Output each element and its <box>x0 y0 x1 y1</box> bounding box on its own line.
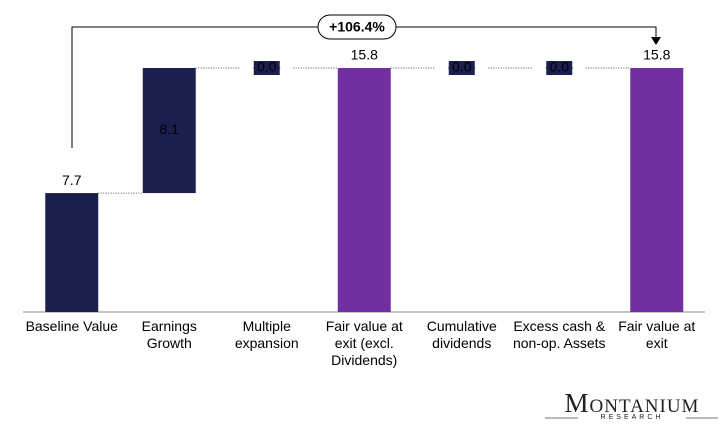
zero-box <box>448 61 475 75</box>
annotation: +106.4% <box>329 19 385 35</box>
zero-box <box>253 61 280 75</box>
value-label: 7.7 <box>62 172 82 188</box>
value-label: 0.0 <box>257 59 277 75</box>
x-tick-label: Cumulative dividends <box>426 318 497 351</box>
value-label: 15.8 <box>643 47 670 63</box>
logo-sub: RESEARCH <box>600 414 664 421</box>
value-label: 8.1 <box>160 121 180 137</box>
value-label: 15.8 <box>351 47 378 63</box>
bar <box>630 68 684 312</box>
bar <box>337 68 391 312</box>
x-tick-label: Fair value at exit (excl. Dividends) <box>325 318 403 368</box>
bar <box>142 68 196 194</box>
zero-box <box>546 61 573 75</box>
bar <box>45 193 99 312</box>
x-tick-label: Baseline Value <box>25 318 118 334</box>
x-tick-label: Multiple expansion <box>234 318 299 351</box>
x-tick-label: Excess cash & non-op. Assets <box>512 318 606 351</box>
bracket-arrow <box>651 37 661 45</box>
annotation-oval <box>317 14 397 40</box>
x-tick-label: Fair value at exit <box>618 318 696 351</box>
logo-name: Montanium <box>564 388 700 418</box>
value-label: 0.0 <box>452 59 472 75</box>
x-tick-label: Earnings Growth <box>141 318 197 351</box>
value-label: 0.0 <box>550 59 570 75</box>
